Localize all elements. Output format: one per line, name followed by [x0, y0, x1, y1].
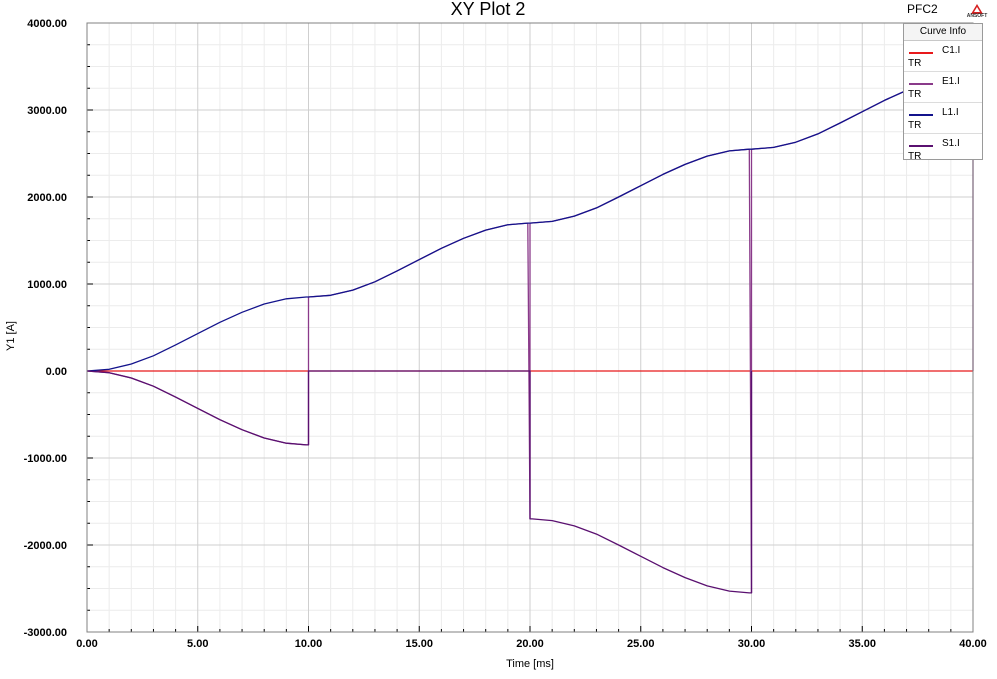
- legend-swatch-c1: [909, 52, 933, 54]
- plot-frame: [86, 22, 974, 633]
- chart-title: XY Plot 2: [451, 0, 526, 19]
- y-tick-label: 4000.00: [27, 18, 67, 30]
- logo-triangle-icon: [971, 4, 983, 14]
- legend-swatch-s1: [909, 145, 933, 147]
- logo-text: ANSOFT: [966, 13, 988, 19]
- label-layer: 0.00 5.00 10.00 15.00 20.00 25.00 30.00 35.00 40…: [24, 18, 987, 650]
- y-tick-label: 3000.00: [27, 105, 67, 117]
- legend-sub-l1: TR: [908, 120, 922, 131]
- x-tick-label: 20.00: [516, 638, 544, 650]
- legend-name-e1: E1.I: [942, 76, 960, 87]
- grid-layer: [86, 22, 974, 633]
- legend-sub-e1: TR: [908, 89, 922, 100]
- series-layer: [86, 74, 974, 594]
- legend-name-c1: C1.I: [942, 45, 961, 56]
- x-tick-label: 30.00: [738, 638, 766, 650]
- x-tick-label: 15.00: [405, 638, 433, 650]
- legend-swatch-e1: [909, 83, 933, 85]
- y-tick-label: 1000.00: [27, 279, 67, 291]
- series-line-l1-i: [86, 74, 974, 372]
- x-tick-label: 35.00: [848, 638, 876, 650]
- curve-info-legend: Curve Info C1.I TR E1.I TR L1.I TR S1.I …: [903, 23, 983, 162]
- y-tick-label: -3000.00: [24, 627, 67, 639]
- x-tick-label: 10.00: [295, 638, 323, 650]
- legend-swatch-l1: [909, 114, 933, 116]
- legend-name-l1: L1.I: [942, 107, 959, 118]
- legend-title: Curve Info: [904, 24, 982, 41]
- series-line-s1-i: [86, 370, 753, 594]
- y-tick-label: 0.00: [46, 366, 67, 378]
- x-tick-label: 0.00: [76, 638, 97, 650]
- y-tick-label: -2000.00: [24, 540, 67, 552]
- legend-sub-s1: TR: [908, 151, 922, 162]
- x-tick-label: 40.00: [959, 638, 987, 650]
- legend-sub-c1: TR: [908, 58, 922, 69]
- y-axis-label: Y1 [A]: [5, 321, 17, 351]
- x-axis-label: Time [ms]: [506, 658, 554, 670]
- legend-name-s1: S1.I: [942, 138, 960, 149]
- legend-entry-c1: C1.I TR: [904, 41, 982, 72]
- x-tick-label: 25.00: [627, 638, 655, 650]
- project-name: PFC2: [907, 2, 938, 16]
- legend-entry-s1: S1.I TR: [904, 134, 982, 164]
- y-tick-label: -1000.00: [24, 453, 67, 465]
- ansoft-logo: ANSOFT: [962, 2, 992, 20]
- y-tick-label: 2000.00: [27, 192, 67, 204]
- x-tick-label: 5.00: [187, 638, 208, 650]
- legend-entry-e1: E1.I TR: [904, 72, 982, 103]
- legend-entry-l1: L1.I TR: [904, 103, 982, 134]
